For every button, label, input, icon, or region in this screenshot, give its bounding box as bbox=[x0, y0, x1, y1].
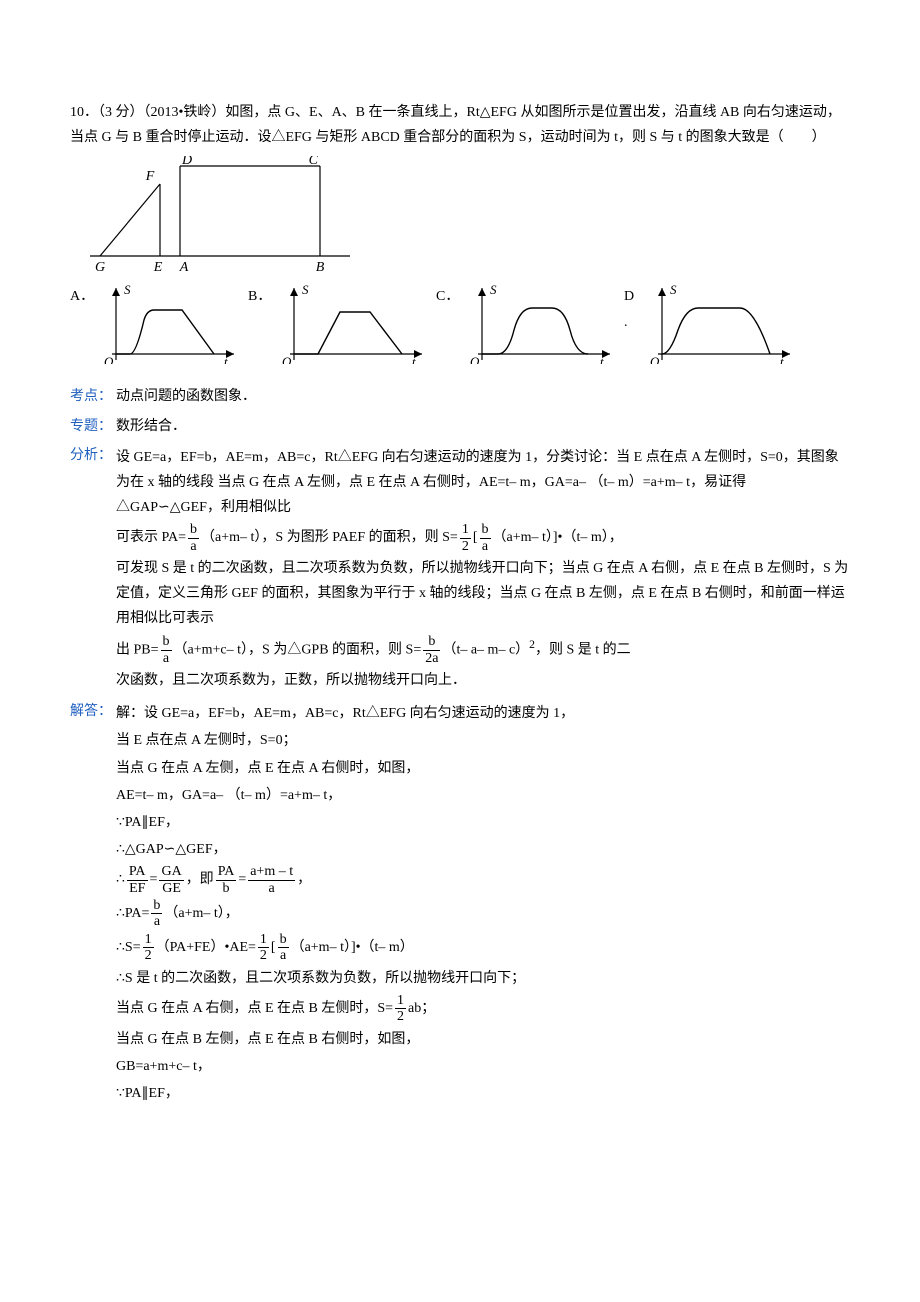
fenxi-p4b: （a+m+c– t），S 为△GPB 的面积，则 S= bbox=[174, 642, 422, 657]
svg-text:t: t bbox=[600, 354, 604, 364]
jieda-head: 解答： bbox=[70, 699, 116, 724]
frac-half-icon: 12 bbox=[395, 993, 406, 1025]
fenxi-p4d: ，则 S 是 t 的二 bbox=[535, 642, 631, 657]
fenxi-head: 分析： bbox=[70, 443, 116, 468]
question-text: 10．（3 分）（2013•铁岭）如图，点 G、E、A、B 在一条直线上，Rt△… bbox=[70, 100, 850, 150]
frac-b-a-icon: ba bbox=[151, 898, 162, 930]
jieda-p11: 当点 G 在点 A 右侧，点 E 在点 B 左侧时，S=12ab； bbox=[116, 993, 850, 1025]
main-figure: G E A B F D C bbox=[90, 156, 850, 276]
label-A: A bbox=[179, 260, 189, 275]
frac-b-a-icon: ba bbox=[188, 522, 199, 554]
jieda-p5: ∵PA∥EF， bbox=[116, 810, 850, 835]
fenxi-p2b: （a+m– t），S 为图形 PAEF 的面积，则 S= bbox=[201, 530, 458, 545]
jieda-row: 解答： 解：设 GE=a，EF=b，AE=m，AB=c，Rt△EFG 向右匀速运… bbox=[70, 699, 850, 1108]
frac-b-2a-icon: b2a bbox=[423, 634, 440, 666]
label-B: B bbox=[316, 260, 325, 275]
option-A-label[interactable]: A． bbox=[70, 282, 90, 309]
option-C-graph: S t O bbox=[460, 282, 620, 364]
label-C: C bbox=[309, 156, 319, 168]
option-B-graph: S t O bbox=[272, 282, 432, 364]
fenxi-p5: 次函数，且二次项系数为，正数，所以抛物线开口向上． bbox=[116, 668, 850, 693]
svg-text:O: O bbox=[650, 354, 660, 364]
jieda-p3: 当点 G 在点 A 左侧，点 E 在点 A 右侧时，如图， bbox=[116, 756, 850, 781]
fenxi-row: 分析： 设 GE=a，EF=b，AE=m，AB=c，Rt△EFG 向右匀速运动的… bbox=[70, 443, 850, 695]
kaodian-row: 考点： 动点问题的函数图象． bbox=[70, 384, 850, 409]
option-D-label[interactable]: D . bbox=[624, 282, 636, 334]
frac-half-icon: 12 bbox=[258, 932, 269, 964]
jieda-p2: 当 E 点在点 A 左侧时，S=0； bbox=[116, 728, 850, 753]
label-G: G bbox=[95, 260, 105, 275]
label-D: D bbox=[181, 156, 192, 168]
frac-b-a-icon: ba bbox=[480, 522, 491, 554]
svg-text:t: t bbox=[412, 354, 416, 364]
kaodian-body: 动点问题的函数图象． bbox=[116, 384, 850, 409]
svg-text:O: O bbox=[104, 354, 114, 364]
jieda-p14: ∵PA∥EF， bbox=[116, 1081, 850, 1106]
svg-text:S: S bbox=[490, 282, 497, 297]
jieda-p13: GB=a+m+c– t， bbox=[116, 1054, 850, 1079]
jieda-p8a: ∴PA= bbox=[116, 906, 149, 921]
jieda-p9b: （PA+FE）•AE= bbox=[156, 940, 256, 955]
jieda-body: 解：设 GE=a，EF=b，AE=m，AB=c，Rt△EFG 向右匀速运动的速度… bbox=[116, 699, 850, 1108]
frac-half-icon: 12 bbox=[143, 932, 154, 964]
svg-text:O: O bbox=[282, 354, 292, 364]
fenxi-p4a: 出 PB= bbox=[116, 642, 159, 657]
frac-PA-EF-icon: PAEF bbox=[127, 864, 148, 896]
jieda-p7c: ， bbox=[297, 872, 311, 887]
fenxi-p1: 设 GE=a，EF=b，AE=m，AB=c，Rt△EFG 向右匀速运动的速度为 … bbox=[116, 445, 850, 521]
frac-GA-GE-icon: GAGE bbox=[159, 864, 183, 896]
fenxi-p4c: （t– a– m– c） bbox=[442, 642, 529, 657]
zhuanti-row: 专题： 数形结合． bbox=[70, 414, 850, 439]
svg-text:t: t bbox=[780, 354, 784, 364]
fenxi-p2: 可表示 PA=ba（a+m– t），S 为图形 PAEF 的面积，则 S=12[… bbox=[116, 522, 850, 554]
svg-text:S: S bbox=[124, 282, 131, 297]
jieda-p12: 当点 G 在点 B 左侧，点 E 在点 B 右侧时，如图， bbox=[116, 1027, 850, 1052]
svg-text:S: S bbox=[670, 282, 677, 297]
option-A-graph: S t O bbox=[94, 282, 244, 364]
jieda-p7: ∴PAEF=GAGE，即PAb=a+m – ta， bbox=[116, 864, 850, 896]
label-F: F bbox=[145, 169, 155, 184]
fenxi-body: 设 GE=a，EF=b，AE=m，AB=c，Rt△EFG 向右匀速运动的速度为 … bbox=[116, 443, 850, 695]
svg-text:t: t bbox=[224, 354, 228, 364]
jieda-p4: AE=t– m，GA=a– （t– m）=a+m– t， bbox=[116, 783, 850, 808]
frac-half-icon: 12 bbox=[460, 522, 471, 554]
svg-text:S: S bbox=[302, 282, 309, 297]
fenxi-p4: 出 PB=ba（a+m+c– t），S 为△GPB 的面积，则 S=b2a（t–… bbox=[116, 634, 850, 666]
jieda-p6: ∴△GAP∽△GEF， bbox=[116, 837, 850, 862]
figure-svg: G E A B F D C bbox=[90, 156, 350, 276]
jieda-p1: 解：设 GE=a，EF=b，AE=m，AB=c，Rt△EFG 向右匀速运动的速度… bbox=[116, 701, 850, 726]
jieda-p8b: （a+m– t）， bbox=[164, 906, 238, 921]
frac-PA-b-icon: PAb bbox=[216, 864, 237, 896]
option-B-label[interactable]: B． bbox=[248, 282, 268, 309]
jieda-p9c: （a+m– t）]•（t– m） bbox=[291, 940, 414, 955]
options-row: A． S t O B． S t O C． S t O D . S bbox=[70, 282, 850, 364]
option-C-label[interactable]: C． bbox=[436, 282, 456, 309]
svg-text:O: O bbox=[470, 354, 480, 364]
jieda-p9a: ∴S= bbox=[116, 940, 141, 955]
jieda-p10: ∴S 是 t 的二次函数，且二次项系数为负数，所以抛物线开口向下； bbox=[116, 966, 850, 991]
fenxi-p2c: （a+m– t）]•（t– m）， bbox=[493, 530, 623, 545]
jieda-p9: ∴S=12（PA+FE）•AE=12[ba（a+m– t）]•（t– m） bbox=[116, 932, 850, 964]
zhuanti-body: 数形结合． bbox=[116, 414, 850, 439]
option-D-graph: S t O bbox=[640, 282, 800, 364]
fenxi-p3: 可发现 S 是 t 的二次函数，且二次项系数为负数，所以抛物线开口向下；当点 G… bbox=[116, 556, 850, 632]
label-E: E bbox=[153, 260, 163, 275]
kaodian-head: 考点： bbox=[70, 384, 116, 409]
frac-amt-a-icon: a+m – ta bbox=[248, 864, 295, 896]
jieda-p11a: 当点 G 在点 A 右侧，点 E 在点 B 左侧时，S= bbox=[116, 1001, 393, 1016]
jieda-p7a: ∴ bbox=[116, 872, 125, 887]
jieda-p8: ∴PA=ba（a+m– t）， bbox=[116, 898, 850, 930]
jieda-p7b: ，即 bbox=[186, 872, 214, 887]
fenxi-p2a: 可表示 PA= bbox=[116, 530, 186, 545]
frac-b-a-icon: ba bbox=[161, 634, 172, 666]
zhuanti-head: 专题： bbox=[70, 414, 116, 439]
jieda-p11b: ab； bbox=[408, 1001, 435, 1016]
frac-b-a-icon: ba bbox=[278, 932, 289, 964]
